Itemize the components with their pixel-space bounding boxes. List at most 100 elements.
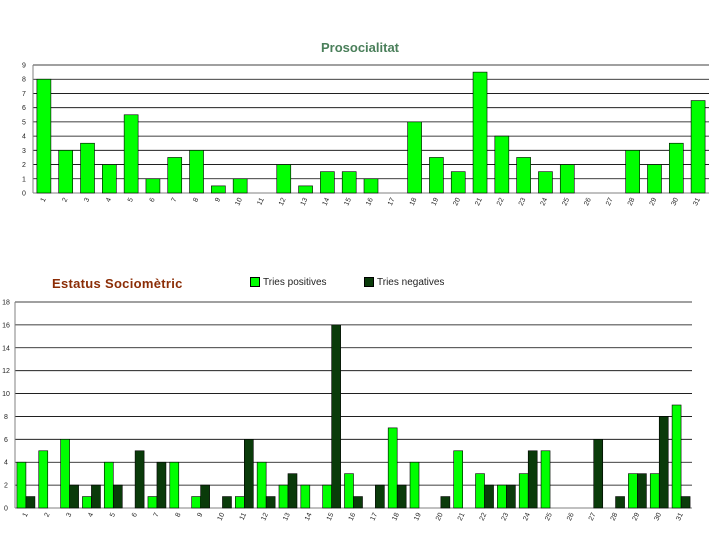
chart1-xtick-label: 29 — [649, 197, 659, 207]
chart1-xtick-label: 5 — [127, 197, 135, 204]
chart2-xtick-label: 18 — [391, 512, 401, 522]
chart2-xtick-label: 23 — [501, 512, 511, 522]
chart2-xtick-label: 9 — [196, 512, 204, 519]
chart1-bar-value — [429, 157, 444, 194]
chart1-title: Prosocialitat — [320, 40, 400, 55]
chart1-xtick-label: 26 — [583, 197, 593, 207]
chart2-bar-negative — [287, 473, 298, 509]
chart1-xtick-label: 10 — [234, 197, 244, 207]
chart1-bar-value — [320, 171, 335, 194]
chart2-ytick-label: 12 — [2, 368, 10, 375]
chart2-bar-negative — [484, 484, 494, 509]
chart2-bar-positive — [453, 450, 463, 509]
chart2-xtick-label: 6 — [131, 512, 139, 519]
chart2-bar-positive — [649, 473, 660, 509]
chart2-bar-positive — [475, 473, 485, 509]
chart1-xtick-label: 2 — [62, 197, 70, 204]
chart1-xtick-label: 19 — [431, 197, 441, 207]
chart1-bar-value — [494, 135, 510, 194]
chart1-xtick-label: 13 — [300, 197, 310, 207]
chart1-xtick-label: 21 — [474, 197, 484, 207]
chart2-xtick-label: 22 — [479, 512, 489, 522]
chart2-bar-positive — [409, 461, 420, 509]
chart1-bar-value — [559, 164, 575, 194]
chart1-bar-value — [647, 164, 662, 194]
chart2-xtick-label: 31 — [675, 512, 685, 522]
chart1-ytick-label: 5 — [22, 119, 26, 126]
chart2-xtick-label: 11 — [239, 512, 248, 522]
chart2-bar-negative — [506, 484, 516, 509]
chart2-bar-positive — [60, 439, 70, 509]
chart2-bar-positive — [671, 404, 682, 509]
legend-positive: Tries positives — [250, 277, 327, 288]
chart2-bar-negative — [156, 461, 167, 509]
chart2-xtick-label: 29 — [632, 512, 642, 522]
chart1-ytick-label: 0 — [22, 191, 26, 198]
chart1-xtick-label: 4 — [105, 197, 113, 204]
chart2-xtick-label: 1 — [22, 512, 30, 519]
chart1-ytick-label: 6 — [22, 105, 26, 112]
chart1-bar-value — [102, 164, 117, 194]
chart1-bar-value — [36, 78, 52, 194]
chart1-ytick-label: 3 — [22, 148, 26, 155]
chart2-bar-negative — [637, 473, 647, 509]
chart2-xtick-label: 16 — [348, 512, 358, 522]
chart1-bar-value — [167, 157, 183, 194]
chart2-bar-negative — [265, 496, 276, 509]
chart2-bar-positive — [278, 484, 289, 509]
chart2-xtick-label: 19 — [413, 512, 423, 522]
chart2-bar-positive — [38, 450, 49, 509]
chart2-xtick-label: 20 — [435, 512, 445, 522]
chart1-bar-value — [232, 178, 248, 194]
chart2-bar-positive — [16, 461, 27, 509]
chart2-xtick-label: 15 — [326, 512, 336, 522]
chart2-bar-positive — [300, 484, 311, 509]
chart1-ytick-label: 2 — [22, 162, 26, 169]
chart1-xtick-label: 18 — [409, 197, 419, 207]
chart2-xtick-label: 13 — [282, 512, 292, 522]
chart2-bar-positive — [256, 461, 267, 509]
chart1-xtick-label: 6 — [149, 197, 157, 204]
chart1-xtick-label: 28 — [627, 197, 637, 207]
chart2-bar-positive — [169, 461, 180, 509]
chart2-bar-positive — [497, 484, 507, 509]
chart2-xtick-label: 5 — [109, 512, 117, 519]
chart1-xtick-label: 22 — [496, 197, 506, 207]
chart2-bar-positive — [147, 496, 158, 509]
chart2-bar-negative — [658, 416, 669, 509]
chart1-bar-value — [298, 185, 313, 194]
chart1-ytick-label: 1 — [22, 176, 26, 183]
chart2-bar-negative — [244, 439, 254, 509]
chart1-bar-value — [211, 185, 226, 194]
chart2-bar-negative — [222, 496, 232, 509]
chart1-ytick-label: 9 — [22, 63, 26, 70]
chart1-xtick-label: 7 — [171, 197, 179, 204]
chart2-bar-negative — [375, 484, 385, 509]
chart1-xtick-label: 25 — [561, 197, 571, 207]
chart2-bar-negative — [440, 496, 451, 509]
chart2-bar-negative — [91, 484, 101, 509]
chart2-bar-negative — [527, 450, 538, 509]
chart2-xtick-label: 28 — [610, 512, 620, 522]
chart2-bar-positive — [518, 473, 529, 509]
chart2-bar-positive — [628, 473, 638, 509]
chart1-xtick-label: 16 — [365, 197, 375, 207]
chart1-xtick-label: 17 — [387, 197, 397, 207]
chart1-bar-value — [189, 150, 204, 194]
chart1-bar-value — [668, 142, 684, 194]
chart1-bar-value — [341, 171, 357, 194]
chart2-bar-negative — [69, 484, 79, 509]
chart1-xtick-label: 11 — [256, 197, 265, 207]
chart2-xtick-label: 8 — [175, 512, 183, 519]
chart1-bar-value — [516, 157, 531, 194]
chart2-bar-positive — [103, 461, 114, 509]
legend-negative-label: Tries negatives — [377, 277, 445, 288]
chart2-bar-negative — [200, 484, 210, 509]
chart2-xtick-label: 12 — [260, 512, 270, 522]
chart2-bar-negative — [331, 324, 341, 509]
chart2-ytick-label: 8 — [4, 414, 8, 421]
chart1-xtick-label: 20 — [452, 197, 462, 207]
chart1-xtick-label: 14 — [322, 197, 332, 207]
chart2-xtick-label: 3 — [65, 512, 73, 519]
chart2-bar-positive — [322, 484, 332, 509]
